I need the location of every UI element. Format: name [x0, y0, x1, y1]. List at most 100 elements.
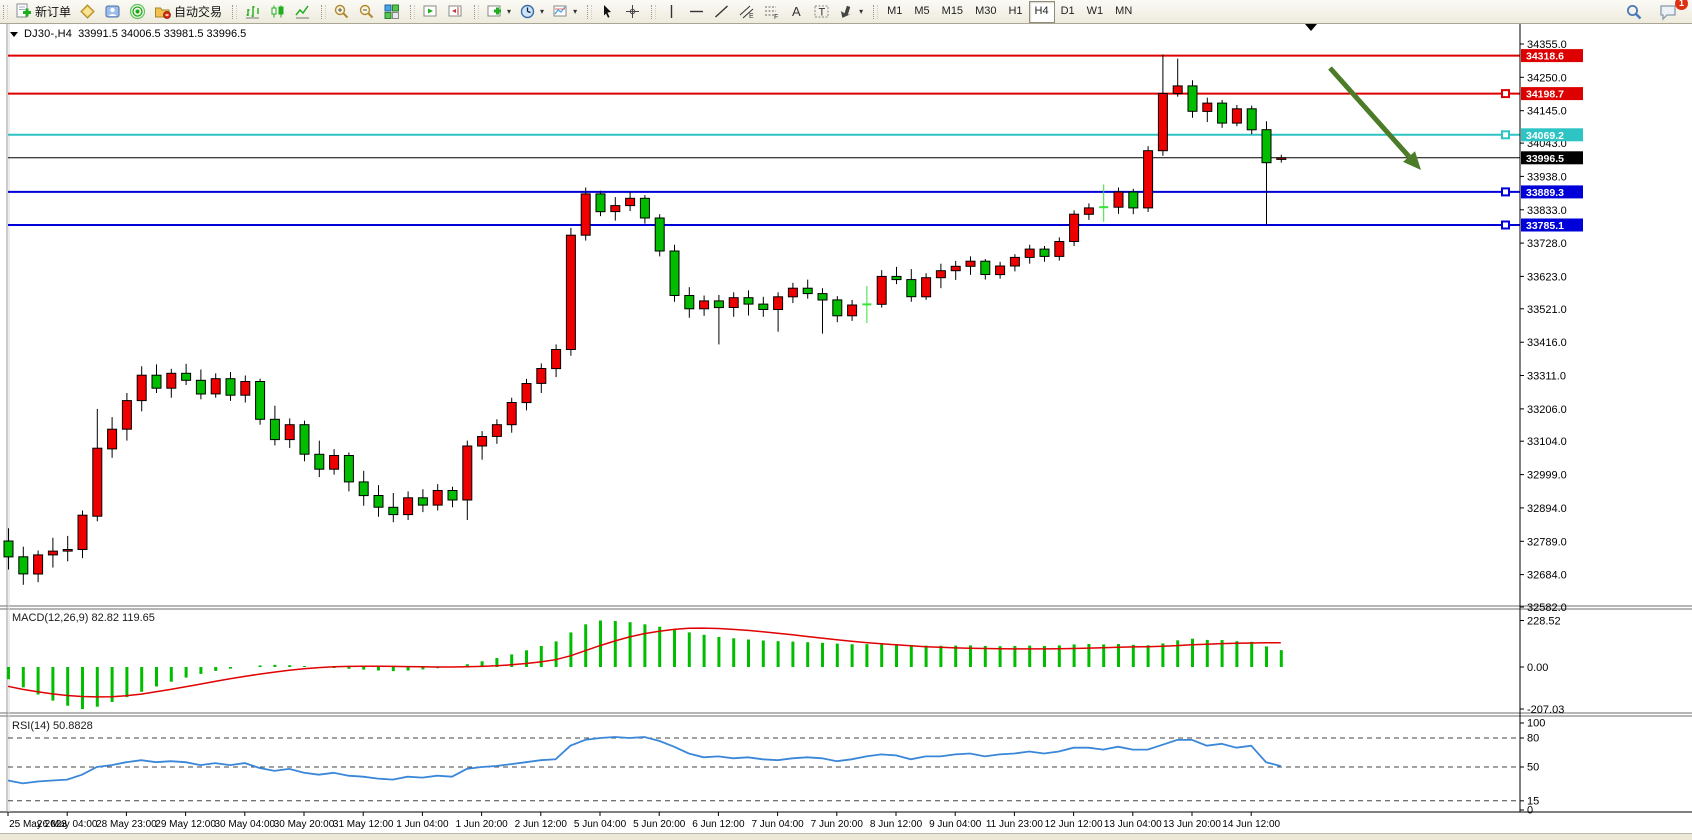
quotes-button[interactable]	[75, 1, 100, 23]
chart-shift-button[interactable]	[443, 1, 468, 23]
toolbar-group-zoom	[318, 1, 407, 23]
svg-text:33416.0: 33416.0	[1527, 337, 1567, 349]
line-chart-icon	[294, 3, 311, 20]
template-button[interactable]: ▾	[548, 1, 581, 23]
autotrade-button[interactable]: 自动交易	[150, 1, 226, 23]
timeframe-m5[interactable]: M5	[914, 4, 930, 17]
period-button[interactable]: ▾	[515, 1, 548, 23]
chart-shift-marker[interactable]	[1305, 24, 1317, 31]
toolbar-group-cursor	[584, 1, 648, 23]
svg-text:32582.0: 32582.0	[1527, 602, 1567, 614]
fibo-button[interactable]: F	[759, 1, 784, 23]
candle-chart-button[interactable]	[265, 1, 290, 23]
svg-text:33521.0: 33521.0	[1527, 304, 1567, 316]
svg-text:7 Jun 04:00: 7 Jun 04:00	[751, 819, 804, 830]
svg-text:32999.0: 32999.0	[1527, 470, 1567, 482]
cursor-button[interactable]	[595, 1, 620, 23]
main-toolbar: 新订单 自动交易 ▾ ▾ ▾ E F A T ▾ M1 M5 M15 M30 H1 H4 D1 W1 MN 1	[0, 0, 1692, 24]
label-button[interactable]: T	[809, 1, 834, 23]
candle-chart-icon	[269, 3, 286, 20]
svg-text:33785.1: 33785.1	[1526, 220, 1564, 232]
bar-chart-icon	[244, 3, 261, 20]
svg-text:0.00: 0.00	[1527, 662, 1548, 674]
svg-text:30 May 04:00: 30 May 04:00	[214, 819, 275, 830]
crosshair-icon	[624, 3, 641, 20]
crosshair-button[interactable]	[620, 1, 645, 23]
vline-button[interactable]	[659, 1, 684, 23]
notification-badge: 1	[1675, 0, 1688, 10]
line-chart-button[interactable]	[290, 1, 315, 23]
chevron-down-icon[interactable]: ▾	[573, 7, 578, 16]
label-icon: T	[813, 3, 830, 20]
channel-button[interactable]: E	[734, 1, 759, 23]
chevron-down-icon[interactable]: ▾	[540, 7, 545, 16]
chat-button[interactable]: 1	[1655, 0, 1688, 23]
svg-text:14 Jun 12:00: 14 Jun 12:00	[1222, 819, 1280, 830]
indicators-button[interactable]: ▾	[482, 1, 515, 23]
svg-text:5 Jun 04:00: 5 Jun 04:00	[574, 819, 627, 830]
timeframe-d1[interactable]: D1	[1060, 4, 1075, 17]
svg-text:34250.0: 34250.0	[1527, 72, 1567, 84]
price-axis[interactable]: 34355.034250.034145.034043.033938.033833…	[1519, 24, 1583, 817]
price-tag: 34318.6	[1521, 49, 1583, 63]
candlestick-series[interactable]	[3, 54, 1287, 585]
arrows-button[interactable]: ▾	[834, 1, 867, 23]
svg-text:5 Jun 20:00: 5 Jun 20:00	[633, 819, 686, 830]
price-tag: 34069.2	[1521, 128, 1583, 142]
tile-windows-button[interactable]	[379, 1, 404, 23]
text-button[interactable]: A	[784, 1, 809, 23]
panel-separators[interactable]	[0, 605, 1692, 717]
svg-text:28 May 23:00: 28 May 23:00	[96, 819, 157, 830]
timeframe-mn[interactable]: MN	[1115, 4, 1133, 17]
search-button[interactable]	[1621, 1, 1647, 23]
chevron-down-icon[interactable]: ▾	[859, 7, 864, 16]
toolbar-group-scroll	[407, 1, 471, 23]
timeframe-group: M1 M5 M15 M30 H1 H4 D1 W1 MN	[870, 0, 1141, 23]
svg-text:F: F	[774, 14, 778, 20]
svg-text:1 Jun 04:00: 1 Jun 04:00	[396, 819, 449, 830]
trendline-button[interactable]	[709, 1, 734, 23]
new-order-icon	[15, 3, 32, 20]
svg-text:33623.0: 33623.0	[1527, 271, 1567, 283]
signal-button[interactable]	[125, 1, 150, 23]
chevron-down-icon[interactable]: ▾	[507, 7, 512, 16]
hline-icon	[688, 3, 705, 20]
ohlc-values: 33991.5 34006.5 33981.5 33996.5	[78, 28, 247, 40]
symbol-dropdown-icon[interactable]	[10, 31, 18, 37]
toolbar-group-insert: ▾ ▾ ▾	[471, 1, 584, 23]
svg-text:2 Jun 12:00: 2 Jun 12:00	[515, 819, 568, 830]
toolbar-group-chart-type	[229, 1, 318, 23]
svg-text:228.52: 228.52	[1527, 616, 1561, 628]
timeframe-h4[interactable]: H4	[1028, 0, 1055, 23]
timeframe-m15[interactable]: M15	[941, 4, 964, 17]
zoom-in-button[interactable]	[329, 1, 354, 23]
timeframe-h1[interactable]: H1	[1008, 4, 1023, 17]
svg-text:6 Jun 12:00: 6 Jun 12:00	[692, 819, 745, 830]
svg-text:34318.6: 34318.6	[1526, 51, 1564, 63]
hline-button[interactable]	[684, 1, 709, 23]
zoom-out-icon	[358, 3, 375, 20]
macd-histogram	[7, 620, 1283, 710]
timeframe-m1[interactable]: M1	[887, 4, 903, 17]
svg-text:32894.0: 32894.0	[1527, 503, 1567, 515]
svg-text:100: 100	[1527, 718, 1545, 730]
svg-text:1 Jun 20:00: 1 Jun 20:00	[455, 819, 508, 830]
channel-icon: E	[738, 3, 755, 20]
vline-icon	[663, 3, 680, 20]
profile-button[interactable]	[100, 1, 125, 23]
svg-text:32789.0: 32789.0	[1527, 536, 1567, 548]
svg-text:34145.0: 34145.0	[1527, 106, 1567, 118]
indicators-icon	[486, 3, 503, 20]
new-order-button[interactable]: 新订单	[11, 1, 75, 23]
timeframe-w1[interactable]: W1	[1086, 4, 1104, 17]
bar-chart-button[interactable]	[240, 1, 265, 23]
zoom-out-button[interactable]	[354, 1, 379, 23]
timeframe-m30[interactable]: M30	[975, 4, 997, 17]
svg-text:13 Jun 04:00: 13 Jun 04:00	[1104, 819, 1162, 830]
autoscroll-button[interactable]	[418, 1, 443, 23]
trend-arrow-annotation[interactable]	[1328, 66, 1421, 170]
svg-text:33833.0: 33833.0	[1527, 205, 1567, 217]
